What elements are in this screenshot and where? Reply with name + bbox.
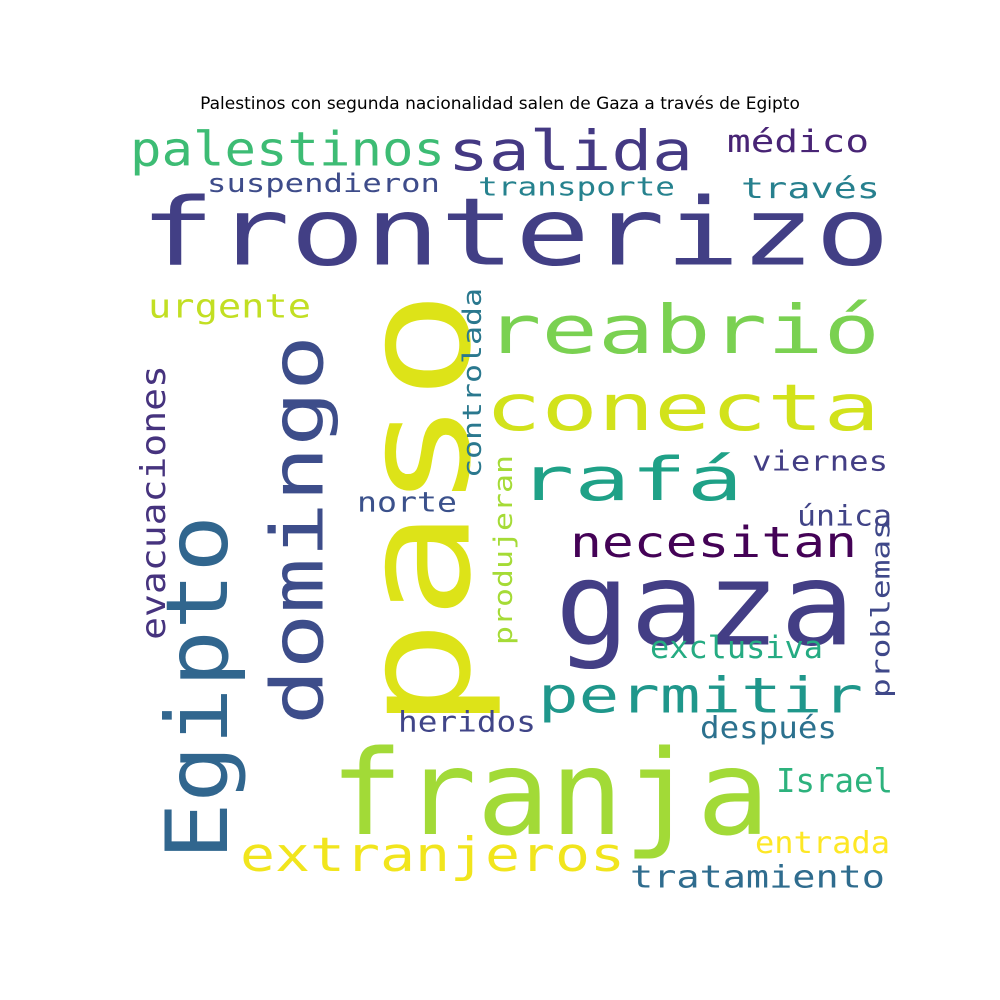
word-entrada: entrada [755,826,890,861]
word-norte: norte [357,487,457,518]
word-tratamiento: tratamiento [630,860,885,895]
word-transporte: transporte [478,172,675,202]
word-exclusiva: exclusiva [650,630,823,665]
word-traves: través [741,172,880,205]
word-israel: Israel [776,762,893,800]
chart-title: Palestinos con segunda nacionalidad sale… [200,94,800,114]
word-evacuaciones: evacuaciones [133,365,174,640]
word-viernes: viernes [752,446,888,478]
word-unica: única [797,500,892,533]
word-reabrio: reabrió [485,292,880,369]
word-produjeran: produjeran [488,455,518,645]
word-suspendieron: suspendieron [207,168,440,198]
word-salida: salida [448,118,693,183]
word-palestinos: palestinos [130,122,445,177]
word-domingo: domingo [255,335,340,725]
word-conecta: conecta [485,370,880,445]
word-gaza: gaza [555,539,855,673]
word-extranjeros: extranjeros [240,828,625,882]
word-franja: franja [330,726,770,863]
word-permitir: permitir [538,667,863,724]
word-necesitan: necesitan [570,518,857,568]
word-egipto: Egipto [148,515,247,860]
word-problemas: problemas [866,520,896,698]
word-urgente: urgente [148,288,311,325]
word-rafa: rafá [518,445,743,514]
word-heridos: heridos [398,706,536,738]
word-despues: después [700,711,837,745]
word-fronterizo: fronterizo [140,178,890,287]
word-paso: paso [331,290,505,730]
word-controlada: controlada [457,288,487,478]
word-medico: médico [727,124,869,160]
